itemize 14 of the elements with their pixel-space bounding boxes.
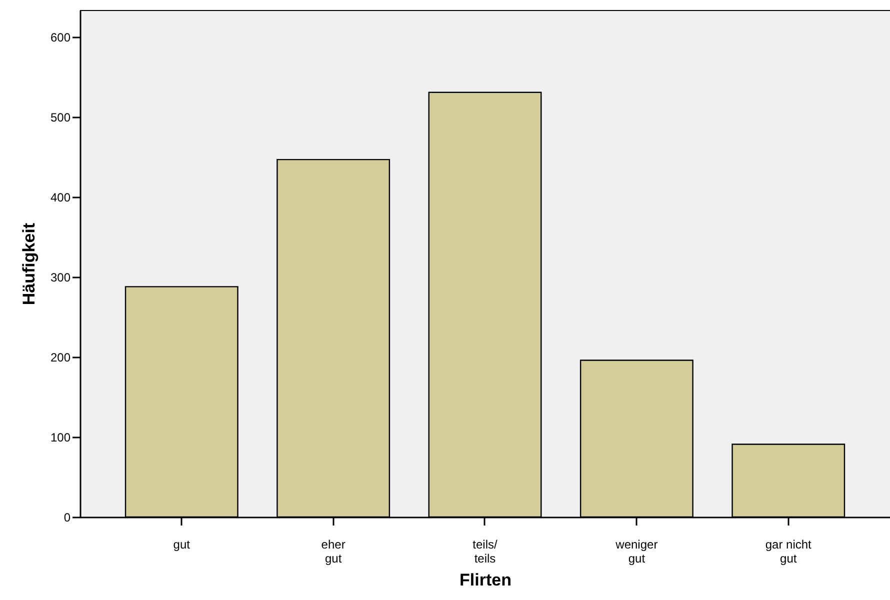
x-tick-label: gar nicht gut bbox=[765, 538, 812, 566]
y-tick-label: 100 bbox=[50, 430, 71, 445]
y-tick-label: 500 bbox=[50, 110, 71, 125]
x-tick-label: gut bbox=[173, 538, 191, 552]
y-tick-label: 300 bbox=[50, 270, 71, 285]
x-tick-label: weniger gut bbox=[614, 538, 658, 566]
y-tick-label: 400 bbox=[50, 190, 71, 205]
y-tick-label: 600 bbox=[50, 30, 71, 45]
y-axis-title: Häufigkeit bbox=[19, 222, 38, 306]
x-axis-title: Flirten bbox=[460, 570, 512, 590]
y-tick-label: 200 bbox=[50, 350, 71, 365]
y-tick-label: 0 bbox=[64, 510, 71, 524]
x-tick-label: eher gut bbox=[321, 538, 346, 566]
x-tick-label: teils/ teils bbox=[472, 538, 498, 566]
